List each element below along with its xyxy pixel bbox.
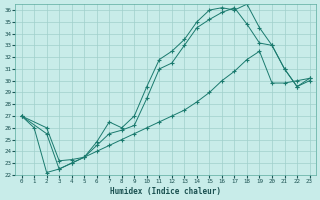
X-axis label: Humidex (Indice chaleur): Humidex (Indice chaleur) <box>110 187 221 196</box>
